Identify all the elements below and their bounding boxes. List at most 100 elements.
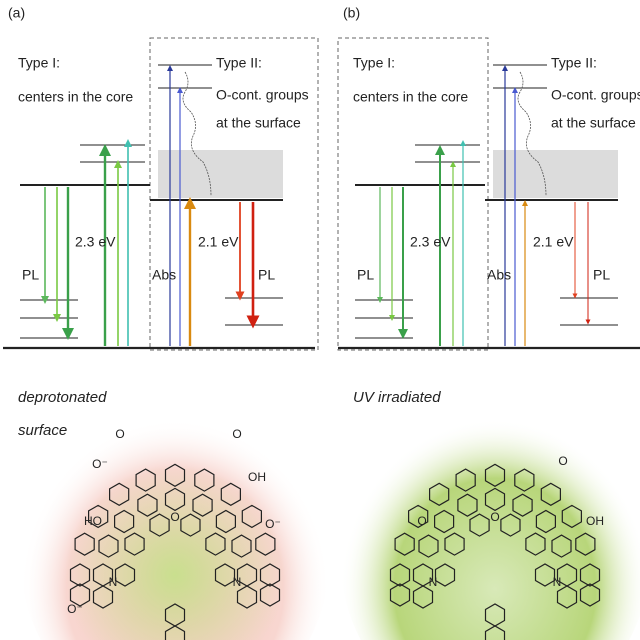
ring — [389, 583, 411, 607]
ring — [469, 513, 490, 537]
ring — [259, 583, 281, 607]
ring — [214, 563, 236, 587]
atom-label: OH — [248, 470, 266, 484]
type2-line1: O-cont. groups — [216, 87, 309, 103]
ring — [149, 513, 170, 537]
ring — [525, 532, 546, 556]
relaxation — [182, 71, 212, 197]
type2-line1: O-cont. groups — [551, 87, 640, 103]
ring — [457, 493, 478, 517]
type1-subtitle: centers in the core — [353, 89, 468, 105]
ring — [551, 534, 572, 558]
ring — [484, 625, 506, 640]
ring — [514, 468, 535, 492]
ring — [137, 493, 158, 517]
ring — [412, 585, 434, 609]
ring — [418, 534, 439, 558]
dashed-box — [149, 37, 319, 351]
atom-label: O — [417, 514, 426, 528]
ring — [69, 583, 91, 607]
ring — [455, 468, 476, 492]
ring — [434, 509, 455, 534]
ring — [561, 504, 582, 529]
atom-label: HO — [84, 514, 102, 528]
atom-label: N — [429, 575, 438, 589]
ring — [220, 482, 241, 506]
ring — [241, 504, 262, 529]
caption: deprotonated — [18, 389, 107, 406]
atom-label: O — [232, 427, 241, 441]
glow — [340, 385, 640, 640]
ring — [215, 509, 236, 534]
ring — [434, 563, 456, 587]
atom-label: N — [109, 575, 118, 589]
type2-title: Type II: — [551, 55, 597, 71]
relaxation — [517, 71, 547, 197]
ring — [389, 563, 411, 587]
ring — [88, 504, 109, 529]
panel-label: (b) — [343, 5, 360, 21]
gray-band — [158, 150, 283, 198]
atom-label: O — [115, 427, 124, 441]
atom-label: O — [558, 454, 567, 468]
ring — [164, 625, 186, 640]
energy-label: 2.3 eV — [410, 234, 451, 250]
dashed-box — [337, 37, 489, 351]
ring — [534, 563, 556, 587]
pl-label: PL — [593, 267, 610, 283]
molecules: O N N HO O O OH O⁻ O⁻ O⁻ O N N O O OH — [20, 385, 640, 640]
ring — [484, 463, 506, 487]
ring — [135, 468, 156, 492]
atom-label: OH — [586, 514, 604, 528]
ring — [259, 563, 281, 587]
ring — [231, 534, 252, 558]
ring — [194, 468, 215, 492]
atom-label: O⁻ — [92, 457, 108, 471]
glow-inner — [65, 465, 285, 640]
pl-label: PL — [258, 267, 275, 283]
ring — [69, 563, 91, 587]
atom-label: O⁻ — [265, 517, 281, 531]
ring — [535, 509, 556, 534]
ring — [556, 585, 578, 609]
type2-line2: at the surface — [551, 115, 636, 131]
ring — [575, 532, 596, 556]
atom-label: O — [170, 510, 179, 524]
ring — [92, 585, 114, 609]
ring — [540, 482, 561, 506]
type2-line2: at the surface — [216, 115, 301, 131]
ring — [408, 504, 429, 529]
type2-title: Type II: — [216, 55, 262, 71]
ring — [109, 482, 130, 506]
ring — [236, 585, 258, 609]
panels: (a) Type I: centers in the core Type II: O-c… — [3, 5, 640, 439]
atom-label: O⁻ — [67, 602, 83, 616]
ring — [74, 532, 95, 556]
pl-label: PL — [22, 267, 39, 283]
ring — [124, 532, 145, 556]
ring — [444, 532, 465, 556]
ring — [255, 532, 276, 556]
ring — [114, 563, 136, 587]
abs-label: Abs — [152, 267, 176, 283]
type1-title: Type I: — [353, 55, 395, 71]
ring — [579, 583, 601, 607]
energy-label: 2.3 eV — [75, 234, 116, 250]
type1-title: Type I: — [18, 55, 60, 71]
ring — [512, 493, 533, 517]
energy-label: 2.1 eV — [198, 234, 239, 250]
ring — [164, 463, 186, 487]
ring — [394, 532, 415, 556]
ring — [180, 513, 201, 537]
atom-label: N — [553, 575, 562, 589]
ring — [205, 532, 226, 556]
ring — [192, 493, 213, 517]
pl-label: PL — [357, 267, 374, 283]
ring — [114, 509, 135, 534]
panel-label: (a) — [8, 5, 25, 21]
ring — [484, 487, 506, 512]
abs-label: Abs — [487, 267, 511, 283]
ring — [579, 563, 601, 587]
ring — [164, 487, 186, 512]
